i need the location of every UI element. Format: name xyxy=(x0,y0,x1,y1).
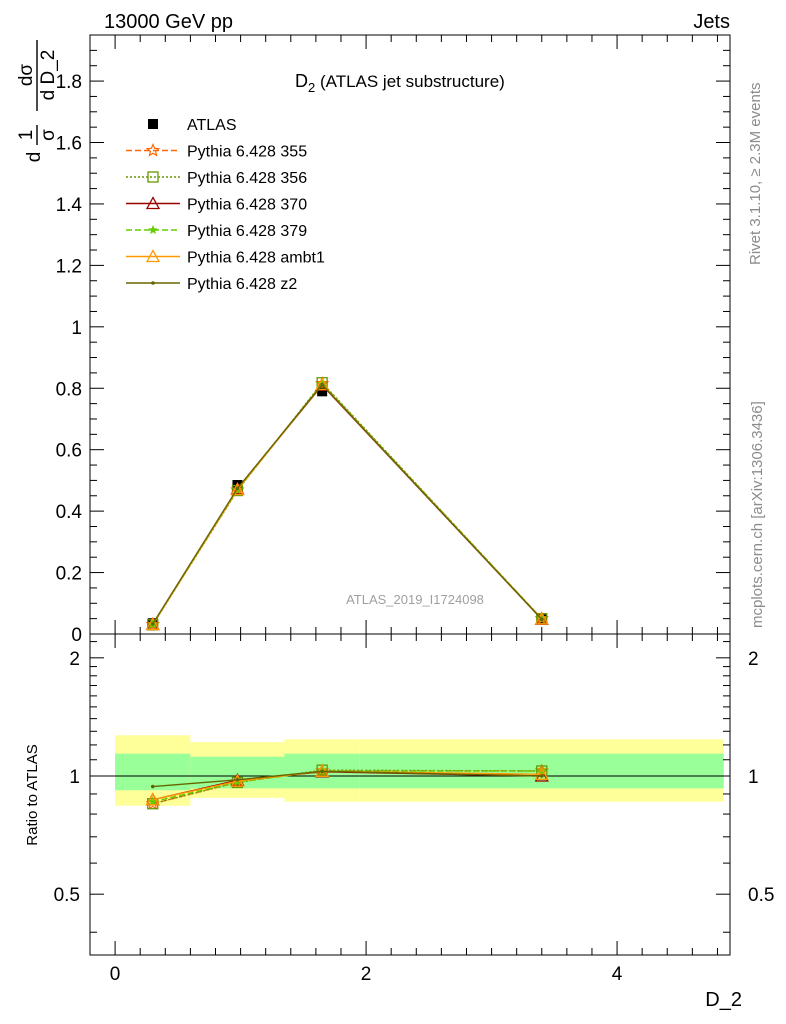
ratio-point-3-0 xyxy=(148,796,158,806)
legend-marker-6 xyxy=(151,281,155,285)
ratio-point-4-0 xyxy=(145,792,160,806)
point-0-2 xyxy=(317,386,328,397)
legend-label-6: Pythia 6.428 z2 xyxy=(187,276,297,293)
header-process: 13000 GeV pp xyxy=(104,11,233,33)
legend-marker-3 xyxy=(145,196,161,210)
plot-title-sub: 2 xyxy=(308,80,315,95)
legend-marker-0 xyxy=(148,119,158,129)
main-ytick-label: 0.4 xyxy=(56,502,83,523)
plot-title: D2 (ATLAS jet substructure) xyxy=(295,71,505,95)
ratio-point-5-0 xyxy=(150,784,155,789)
legend-label-5: Pythia 6.428 ambt1 xyxy=(187,250,325,267)
ylabel-den-left: σ xyxy=(38,129,59,141)
ratio-point-5-3 xyxy=(539,774,544,778)
legend-label-3: Pythia 6.428 370 xyxy=(187,197,307,214)
legend-label-4: Pythia 6.428 379 xyxy=(187,223,307,240)
legend-marker-2 xyxy=(147,171,159,183)
main-ytick-label: 0.2 xyxy=(56,564,82,585)
main-ytick-label: 1.6 xyxy=(56,134,82,155)
ratio-line-5 xyxy=(152,770,542,788)
ratio-xtick-label: 4 xyxy=(612,964,623,985)
xlabel: D_2 xyxy=(705,989,742,1011)
ylabel-num-right: dσ xyxy=(16,64,37,87)
main-ytick-label: 0 xyxy=(71,625,82,646)
ratio-xtick-label: 0 xyxy=(110,964,121,985)
ratio-panel-frame xyxy=(89,633,731,956)
analysis-watermark: ATLAS_2019_I1724098 xyxy=(346,592,484,607)
legend-marker-4 xyxy=(148,225,158,234)
legend-marker-1 xyxy=(145,142,161,157)
ratio-point-5-1 xyxy=(235,778,240,782)
ratio-ytick-label-right: 1 xyxy=(748,767,759,788)
ylabel-num-left: 1 xyxy=(16,130,37,141)
point-5-1 xyxy=(230,482,245,496)
point-6-0 xyxy=(150,622,155,626)
ylabel-den-right: d D_2 xyxy=(38,50,59,101)
point-6-3 xyxy=(539,617,544,622)
header-category: Jets xyxy=(693,11,730,33)
point-6-2 xyxy=(320,382,324,387)
ratio-ylabel: Ratio to ATLAS xyxy=(24,744,41,845)
mcplots-label: mcplots.cern.ch [arXiv:1306.3436] xyxy=(749,401,766,628)
legend: ATLAS Pythia 6.428 355 Pythia 6.428 356 Pyt… xyxy=(126,117,325,293)
ratio-point-4-3 xyxy=(534,766,549,780)
legend-label-0: ATLAS xyxy=(187,117,237,134)
point-5-0 xyxy=(145,617,160,631)
point-5-2 xyxy=(315,377,330,391)
rivet-label: Rivet 3.1.10, ≥ 2.3M events xyxy=(747,83,764,266)
plot-title-main: D xyxy=(295,71,308,91)
legend-label-1: Pythia 6.428 355 xyxy=(187,144,307,161)
ratio-ytick-label-right: 2 xyxy=(748,649,759,670)
legend-label-2: Pythia 6.428 356 xyxy=(187,170,307,187)
svg-text:d: d xyxy=(24,152,45,163)
ratio-point-0-2 xyxy=(315,763,330,778)
main-ytick-label: 1 xyxy=(71,318,82,339)
ratio-ytick-label: 2 xyxy=(69,649,80,670)
series-line-6 xyxy=(152,383,543,625)
point-6-1 xyxy=(235,486,240,491)
point-5-3 xyxy=(534,611,549,625)
plot-title-rest: (ATLAS jet substructure) xyxy=(315,72,505,91)
ratio-ytick-label-right: 0.5 xyxy=(748,885,774,906)
ratio-ytick-label: 0.5 xyxy=(54,885,80,906)
ratio-ytick-label: 1 xyxy=(69,767,80,788)
main-ytick-label: 0.6 xyxy=(56,441,82,462)
axes: 0 0.2 0.4 0.6 0.8 1 1.2 1.4 1.6 1.8 0 2 4 0.5 0.5 1 1 2 2 xyxy=(54,34,774,985)
ratio-point-5-2 xyxy=(320,769,324,774)
main-ytick-label: 1.8 xyxy=(56,72,82,93)
series-layer xyxy=(145,375,550,810)
main-ytick-label: 1.2 xyxy=(56,256,82,277)
main-ytick-label: 0.8 xyxy=(56,379,82,400)
ratio-xtick-label: 2 xyxy=(361,964,372,985)
main-ytick-label: 1.4 xyxy=(56,195,83,216)
main-ylabel: 1 σ d dσ d D_2 xyxy=(16,40,59,162)
legend-marker-5 xyxy=(145,249,161,263)
